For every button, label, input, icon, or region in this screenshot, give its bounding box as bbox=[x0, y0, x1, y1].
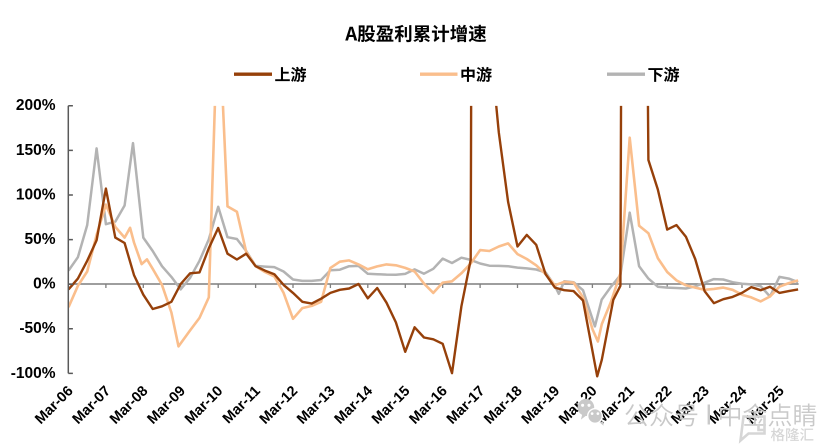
svg-text:-100%: -100% bbox=[11, 365, 56, 382]
svg-text:0%: 0% bbox=[33, 276, 56, 293]
svg-text:200%: 200% bbox=[16, 97, 56, 114]
svg-text:150%: 150% bbox=[16, 142, 56, 159]
svg-text:-50%: -50% bbox=[19, 320, 55, 337]
svg-text:100%: 100% bbox=[16, 186, 56, 203]
svg-text:50%: 50% bbox=[24, 231, 55, 248]
